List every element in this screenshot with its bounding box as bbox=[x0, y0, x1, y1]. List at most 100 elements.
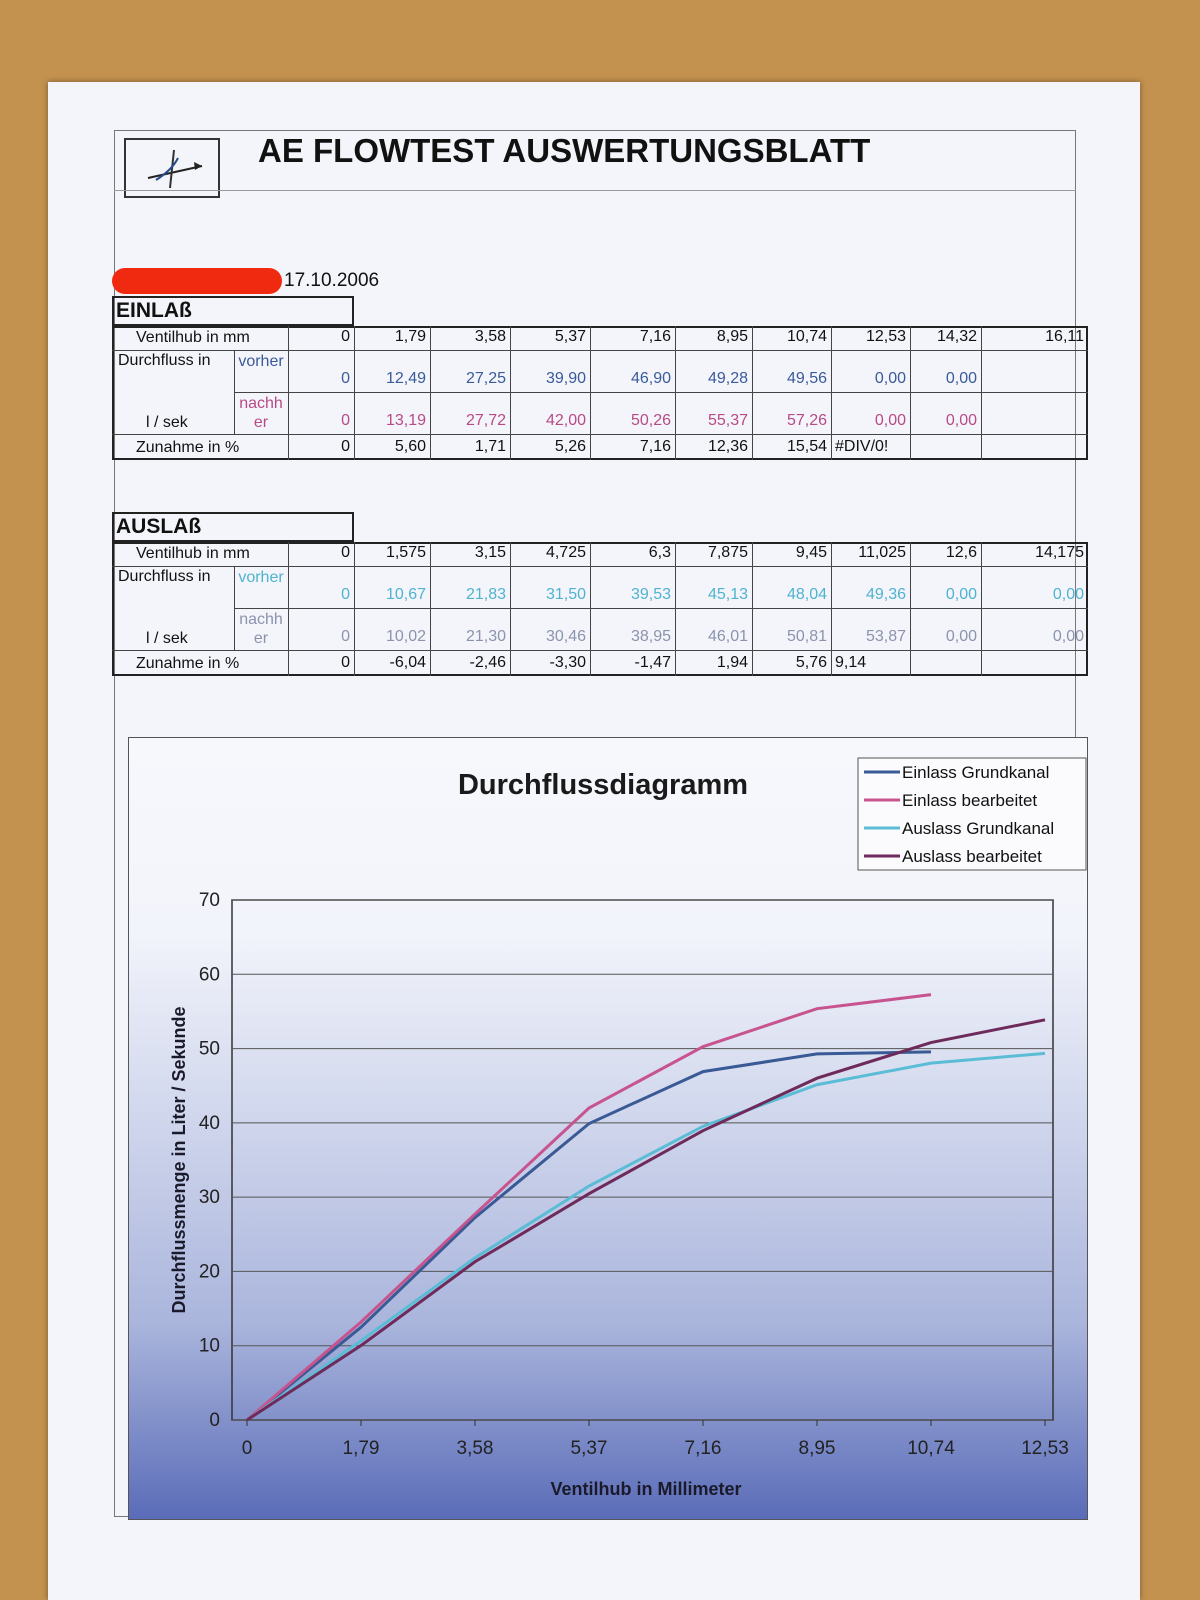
x-tick-label: 10,74 bbox=[907, 1438, 955, 1459]
row-line bbox=[112, 434, 1088, 435]
table-cell: 55,37 bbox=[707, 412, 748, 429]
col-line bbox=[354, 434, 355, 460]
table-cell: 5,60 bbox=[394, 438, 426, 455]
col-line bbox=[831, 608, 832, 650]
table-cell: 9,45 bbox=[795, 544, 827, 561]
table-cell: 10,67 bbox=[385, 586, 426, 603]
col-line bbox=[354, 650, 355, 676]
col-line bbox=[752, 392, 753, 434]
col-line bbox=[354, 542, 355, 566]
col-line bbox=[981, 542, 982, 566]
table-title-box bbox=[112, 296, 354, 326]
series-line bbox=[246, 993, 932, 1422]
x-tick-label: 1,79 bbox=[343, 1438, 380, 1459]
table-cell: 1,575 bbox=[385, 544, 426, 561]
table-cell: 38,95 bbox=[630, 628, 671, 645]
chart-title: Durchflussdiagramm bbox=[458, 769, 748, 801]
table-cell: 0,00 bbox=[874, 412, 906, 429]
col-line bbox=[590, 326, 591, 350]
table-cell: 7,16 bbox=[639, 328, 671, 345]
col-line bbox=[288, 392, 289, 434]
table-cell: 0 bbox=[341, 328, 350, 345]
col-line bbox=[675, 434, 676, 460]
table-cell: 30,46 bbox=[545, 628, 586, 645]
col-line bbox=[288, 434, 289, 460]
row-label: l / sek bbox=[146, 414, 188, 431]
col-line bbox=[675, 392, 676, 434]
legend-label: Auslass Grundkanal bbox=[902, 819, 1054, 838]
col-line bbox=[675, 650, 676, 676]
table-cell: 39,53 bbox=[630, 586, 671, 603]
logo bbox=[147, 149, 203, 189]
table-cell: 5,26 bbox=[554, 438, 586, 455]
col-line bbox=[831, 392, 832, 434]
col-line bbox=[288, 326, 289, 350]
x-tick-label: 7,16 bbox=[685, 1438, 722, 1459]
col-line bbox=[752, 326, 753, 350]
col-line bbox=[910, 542, 911, 566]
col-line bbox=[354, 392, 355, 434]
col-line bbox=[510, 566, 511, 608]
legend-label: Auslass bearbeitet bbox=[902, 847, 1042, 866]
table-cell: 45,13 bbox=[707, 586, 748, 603]
table-cell: 11,025 bbox=[858, 544, 906, 561]
col-line bbox=[590, 650, 591, 676]
col-line bbox=[430, 434, 431, 460]
row-line bbox=[112, 650, 1088, 651]
col-line bbox=[288, 350, 289, 392]
y-axis-label: Durchflussmenge in Liter / Sekunde bbox=[169, 1006, 189, 1313]
col-line bbox=[590, 542, 591, 566]
col-line bbox=[288, 608, 289, 650]
col-line bbox=[430, 350, 431, 392]
table-cell: 0,00 bbox=[874, 370, 906, 387]
col-line bbox=[910, 326, 911, 350]
x-axis-label: Ventilhub in Millimeter bbox=[550, 1479, 741, 1499]
col-line bbox=[354, 350, 355, 392]
col-line bbox=[675, 608, 676, 650]
row-label: Ventilhub in mm bbox=[136, 545, 250, 562]
table-cell: 46,01 bbox=[707, 628, 748, 645]
table-cell: 27,25 bbox=[465, 370, 506, 387]
table-cell: 46,90 bbox=[630, 370, 671, 387]
y-tick-label: 40 bbox=[199, 1113, 220, 1134]
redaction bbox=[112, 268, 282, 294]
table-cell: 12,53 bbox=[865, 328, 906, 345]
logo-box bbox=[124, 138, 220, 198]
table-cell: 0 bbox=[341, 654, 350, 671]
table-cell: 49,28 bbox=[707, 370, 748, 387]
col-line bbox=[831, 566, 832, 608]
table-cell: 12,49 bbox=[385, 370, 426, 387]
table-cell: 48,04 bbox=[786, 586, 827, 603]
table-cell: 31,50 bbox=[545, 586, 586, 603]
table-cell: 14,175 bbox=[1035, 544, 1084, 561]
col-line bbox=[752, 350, 753, 392]
col-line bbox=[675, 326, 676, 350]
col-line bbox=[510, 542, 511, 566]
col-line bbox=[354, 566, 355, 608]
table-cell: 0 bbox=[341, 586, 350, 603]
table-cell: 42,00 bbox=[545, 412, 586, 429]
col-line bbox=[354, 326, 355, 350]
series-line bbox=[246, 1051, 1046, 1422]
date: 17.10.2006 bbox=[284, 270, 380, 291]
row-label: Durchfluss in bbox=[118, 568, 211, 585]
x-tick-label: 3,58 bbox=[457, 1438, 494, 1459]
table-cell: 15,54 bbox=[786, 438, 827, 455]
table-cell: 16,11 bbox=[1045, 328, 1084, 345]
table-cell: 8,95 bbox=[716, 328, 748, 345]
col-line bbox=[752, 434, 753, 460]
table-cell: -3,30 bbox=[549, 654, 586, 671]
table-cell: 0 bbox=[341, 412, 350, 429]
table-cell: 27,72 bbox=[465, 412, 506, 429]
table-title: AUSLAß bbox=[116, 515, 202, 538]
table-cell: 49,56 bbox=[786, 370, 827, 387]
col-line bbox=[675, 542, 676, 566]
table-cell: 3,15 bbox=[474, 544, 506, 561]
table-cell: 0 bbox=[341, 438, 350, 455]
col-line bbox=[981, 566, 982, 608]
table-cell: 13,19 bbox=[385, 412, 426, 429]
col-line bbox=[831, 650, 832, 676]
col-line bbox=[981, 608, 982, 650]
col-line bbox=[590, 434, 591, 460]
